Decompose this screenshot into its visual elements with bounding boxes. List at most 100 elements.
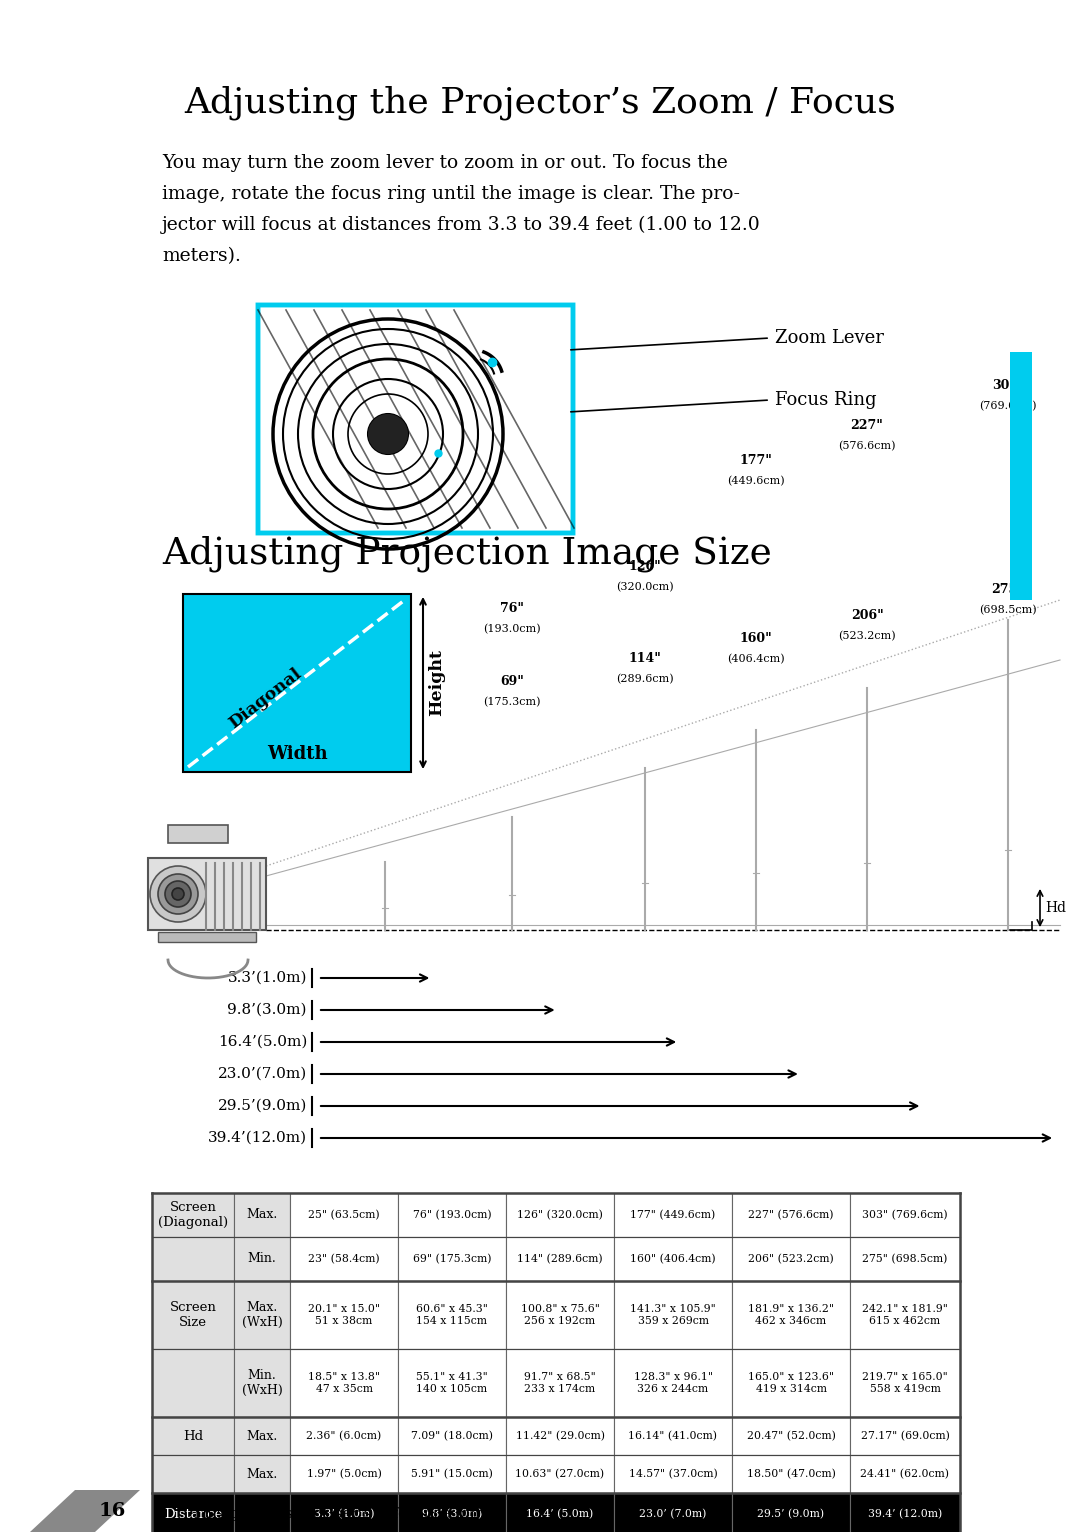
Text: 177": 177" xyxy=(740,453,772,467)
Text: 76": 76" xyxy=(500,602,524,614)
Text: 25" (63.5cm): 25" (63.5cm) xyxy=(308,1210,380,1219)
Bar xyxy=(615,1281,732,1350)
Bar xyxy=(152,1455,234,1494)
Text: 27.17" (69.0cm): 27.17" (69.0cm) xyxy=(861,1431,949,1442)
Text: 14.57" (37.0cm): 14.57" (37.0cm) xyxy=(629,1469,717,1480)
Text: 16: 16 xyxy=(98,1501,125,1520)
Text: Hd: Hd xyxy=(1045,901,1066,915)
Bar xyxy=(234,1281,291,1350)
Text: (449.6cm): (449.6cm) xyxy=(727,476,785,486)
Bar xyxy=(234,1417,291,1455)
Text: 227": 227" xyxy=(851,418,883,432)
Text: (175.3cm): (175.3cm) xyxy=(483,697,541,706)
Text: You may turn the zoom lever to zoom in or out. To focus the: You may turn the zoom lever to zoom in o… xyxy=(162,155,728,172)
Text: 160" (406.4cm): 160" (406.4cm) xyxy=(631,1253,716,1264)
Bar xyxy=(152,1350,234,1417)
Bar xyxy=(168,826,228,843)
Text: 141.3" x 105.9"
359 x 269cm: 141.3" x 105.9" 359 x 269cm xyxy=(630,1304,716,1325)
Bar xyxy=(399,1236,507,1281)
Text: 1.97" (5.0cm): 1.97" (5.0cm) xyxy=(307,1469,381,1480)
Text: Adjusting the Projector’s Zoom / Focus: Adjusting the Projector’s Zoom / Focus xyxy=(184,86,896,119)
Bar xyxy=(732,1455,850,1494)
Text: 18.5" x 13.8"
47 x 35cm: 18.5" x 13.8" 47 x 35cm xyxy=(308,1373,380,1394)
Text: 100.8" x 75.6"
256 x 192cm: 100.8" x 75.6" 256 x 192cm xyxy=(521,1304,599,1325)
Bar xyxy=(399,1417,507,1455)
Bar xyxy=(399,1455,507,1494)
Text: (63.5cm): (63.5cm) xyxy=(360,663,410,673)
Text: Focus Ring: Focus Ring xyxy=(775,391,877,409)
Text: 29.5’(9.0m): 29.5’(9.0m) xyxy=(218,1098,307,1114)
Circle shape xyxy=(165,881,191,907)
Text: (320.0cm): (320.0cm) xyxy=(617,582,674,591)
Text: 23" (58.4cm): 23" (58.4cm) xyxy=(308,1253,380,1264)
Text: Distance: Distance xyxy=(164,1507,222,1520)
Text: 7.09" (18.0cm): 7.09" (18.0cm) xyxy=(411,1431,492,1442)
Text: 20.1" x 15.0"
51 x 38cm: 20.1" x 15.0" 51 x 38cm xyxy=(308,1304,380,1325)
Text: 55.1" x 41.3"
140 x 105cm: 55.1" x 41.3" 140 x 105cm xyxy=(416,1373,488,1394)
Text: 10.63" (27.0cm): 10.63" (27.0cm) xyxy=(515,1469,605,1480)
Text: (289.6cm): (289.6cm) xyxy=(617,674,674,683)
Text: 227" (576.6cm): 227" (576.6cm) xyxy=(748,1210,834,1219)
Bar xyxy=(152,1193,234,1236)
Text: 9.8’(3.0m): 9.8’(3.0m) xyxy=(228,1003,307,1017)
Bar xyxy=(152,1236,234,1281)
Text: (769.6cm): (769.6cm) xyxy=(980,401,1037,411)
Bar xyxy=(234,1236,291,1281)
Bar xyxy=(732,1350,850,1417)
Text: 76" (193.0cm): 76" (193.0cm) xyxy=(413,1210,491,1219)
Bar xyxy=(615,1455,732,1494)
Text: 5.91" (15.0cm): 5.91" (15.0cm) xyxy=(411,1469,492,1480)
Text: 128.3" x 96.1"
326 x 244cm: 128.3" x 96.1" 326 x 244cm xyxy=(634,1373,713,1394)
FancyBboxPatch shape xyxy=(258,305,573,533)
Bar xyxy=(615,1193,732,1236)
Text: image, rotate the focus ring until the image is clear. The pro-: image, rotate the focus ring until the i… xyxy=(162,185,740,204)
Text: Min.: Min. xyxy=(247,1253,276,1265)
Text: 2.36" (6.0cm): 2.36" (6.0cm) xyxy=(307,1431,381,1442)
Text: 206" (523.2cm): 206" (523.2cm) xyxy=(748,1253,834,1264)
Text: Max.: Max. xyxy=(246,1468,278,1480)
Text: Screen
Size: Screen Size xyxy=(170,1301,216,1328)
Text: Max.
(WxH): Max. (WxH) xyxy=(242,1301,282,1328)
Text: 16.14" (41.0cm): 16.14" (41.0cm) xyxy=(629,1431,717,1442)
Bar xyxy=(615,1494,732,1532)
Bar xyxy=(850,1193,960,1236)
Bar xyxy=(850,1236,960,1281)
Text: ❖ This graph is for user’s reference only.: ❖ This graph is for user’s reference onl… xyxy=(178,1507,491,1521)
Bar xyxy=(291,1236,399,1281)
Bar xyxy=(850,1494,960,1532)
Circle shape xyxy=(368,414,408,453)
Text: jector will focus at distances from 3.3 to 39.4 feet (1.00 to 12.0: jector will focus at distances from 3.3 … xyxy=(162,216,760,234)
Text: 23": 23" xyxy=(373,702,397,715)
Bar xyxy=(850,1417,960,1455)
Text: Diagonal: Diagonal xyxy=(226,665,305,732)
Text: 24.41" (62.0cm): 24.41" (62.0cm) xyxy=(861,1469,949,1480)
Bar xyxy=(291,1350,399,1417)
Text: Max.: Max. xyxy=(246,1429,278,1443)
Text: 20.47" (52.0cm): 20.47" (52.0cm) xyxy=(746,1431,836,1442)
Bar xyxy=(615,1417,732,1455)
Bar xyxy=(732,1494,850,1532)
Text: (698.5cm): (698.5cm) xyxy=(980,605,1037,614)
Text: 18.50" (47.0cm): 18.50" (47.0cm) xyxy=(746,1469,836,1480)
Text: Adjusting Projection Image Size: Adjusting Projection Image Size xyxy=(162,536,772,573)
Bar xyxy=(732,1417,850,1455)
Text: meters).: meters). xyxy=(162,247,241,265)
Text: 16.4’ (5.0m): 16.4’ (5.0m) xyxy=(526,1509,594,1520)
Text: 275": 275" xyxy=(991,584,1024,596)
Text: 3.3’(1.0m): 3.3’(1.0m) xyxy=(228,971,307,985)
Bar xyxy=(234,1455,291,1494)
Bar xyxy=(291,1281,399,1350)
Bar xyxy=(399,1494,507,1532)
Bar xyxy=(291,1455,399,1494)
Bar xyxy=(152,1494,234,1532)
Bar xyxy=(507,1494,615,1532)
Bar xyxy=(234,1193,291,1236)
Text: 303": 303" xyxy=(991,378,1024,392)
Text: 39.4’ (12.0m): 39.4’ (12.0m) xyxy=(868,1509,942,1520)
Text: 275" (698.5cm): 275" (698.5cm) xyxy=(862,1253,947,1264)
Circle shape xyxy=(150,866,206,922)
Text: Height: Height xyxy=(429,650,446,717)
Text: Screen
(Diagonal): Screen (Diagonal) xyxy=(158,1201,228,1229)
Bar xyxy=(615,1236,732,1281)
Bar xyxy=(1010,352,1032,601)
